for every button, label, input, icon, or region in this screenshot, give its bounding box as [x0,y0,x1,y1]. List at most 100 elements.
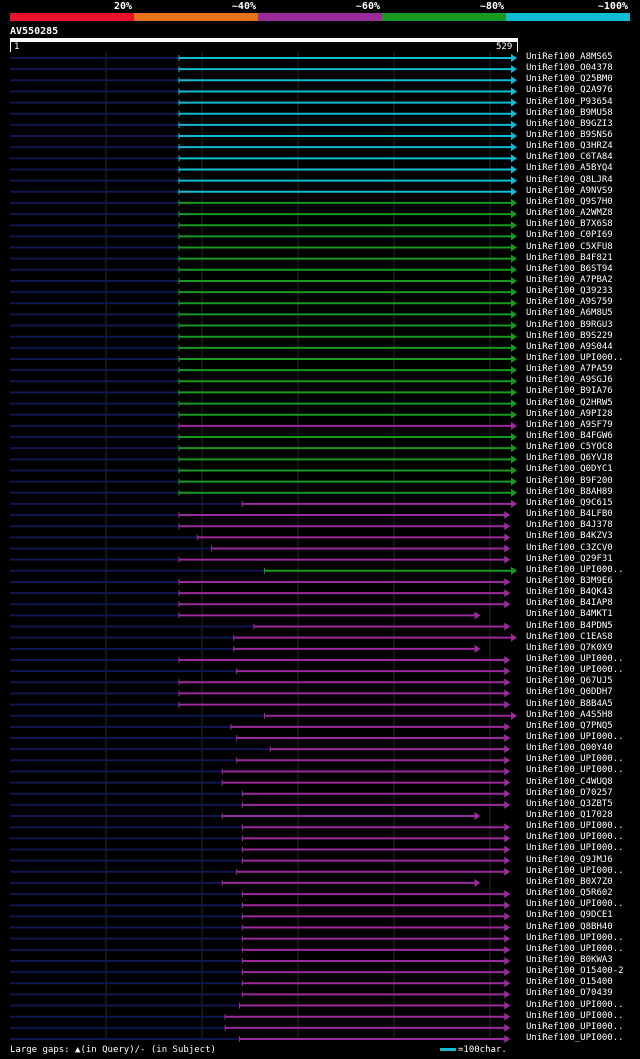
hit-label-12[interactable]: UniRef100_A9NVS9 [526,185,613,196]
hit-label-6[interactable]: UniRef100_B9GZI3 [526,118,613,129]
hit-label-29[interactable]: UniRef100_A9SGJ6 [526,375,613,386]
hit-label-35[interactable]: UniRef100_C5YOC8 [526,442,613,453]
large-gaps-legend: Large gaps: ▲(in Query)/- (in Subject) [10,1045,216,1055]
hit-label-81[interactable]: UniRef100_B0KWA3 [526,954,613,965]
hit-label-4[interactable]: UniRef100_P93654 [526,96,613,107]
hit-label-50[interactable]: UniRef100_B4MKT1 [526,609,613,620]
query-ruler [10,38,518,42]
hit-label-2[interactable]: UniRef100_Q25BM0 [526,74,613,85]
hit-label-15[interactable]: UniRef100_B7X6S8 [526,219,613,230]
hit-label-32[interactable]: UniRef100_A9PI28 [526,408,613,419]
hit-label-85[interactable]: UniRef100_UPI000.. [526,999,624,1010]
hit-label-70[interactable]: UniRef100_UPI000.. [526,832,624,843]
hit-label-3[interactable]: UniRef100_Q2A976 [526,85,613,96]
hit-label-11[interactable]: UniRef100_Q8LJR4 [526,174,613,185]
hit-label-62[interactable]: UniRef100_Q00Y40 [526,743,613,754]
hit-label-42[interactable]: UniRef100_B4J378 [526,520,613,531]
hit-label-66[interactable]: UniRef100_O70257 [526,787,613,798]
hit-label-40[interactable]: UniRef100_Q9C615 [526,497,613,508]
hit-label-54[interactable]: UniRef100_UPI000.. [526,653,624,664]
hit-label-30[interactable]: UniRef100_B9IA76 [526,386,613,397]
hit-label-52[interactable]: UniRef100_C1EAS8 [526,631,613,642]
hit-label-79[interactable]: UniRef100_UPI000.. [526,932,624,943]
hit-label-56[interactable]: UniRef100_Q67UJ5 [526,676,613,687]
hit-label-71[interactable]: UniRef100_UPI000.. [526,843,624,854]
hit-label-76[interactable]: UniRef100_UPI000.. [526,899,624,910]
hit-arrow-74 [474,878,481,887]
hit-label-58[interactable]: UniRef100_B8B4A5 [526,698,613,709]
hit-arrow-11 [511,176,517,185]
hit-label-72[interactable]: UniRef100_Q9JMJ6 [526,854,613,865]
hit-label-7[interactable]: UniRef100_B9SNS6 [526,130,613,141]
hit-label-48[interactable]: UniRef100_B4QK43 [526,587,613,598]
hit-label-38[interactable]: UniRef100_B9F200 [526,475,613,486]
hit-label-44[interactable]: UniRef100_C3ZCV0 [526,542,613,553]
hit-label-57[interactable]: UniRef100_Q0DDH7 [526,687,613,698]
hit-label-88[interactable]: UniRef100_UPI000.. [526,1033,624,1043]
hit-label-41[interactable]: UniRef100_B4LFB0 [526,509,613,520]
hit-label-36[interactable]: UniRef100_Q6YVJ8 [526,453,613,464]
hit-label-16[interactable]: UniRef100_C0PI69 [526,230,613,241]
hit-arrow-23 [511,310,517,319]
hit-label-17[interactable]: UniRef100_C5XFU8 [526,241,613,252]
hit-label-69[interactable]: UniRef100_UPI000.. [526,821,624,832]
hit-arrow-80 [504,945,511,954]
hit-label-68[interactable]: UniRef100_Q17028 [526,810,613,821]
hit-label-1[interactable]: UniRef100_O04378 [526,63,613,74]
hit-label-51[interactable]: UniRef100_B4PDN5 [526,620,613,631]
hit-label-10[interactable]: UniRef100_A5BYQ4 [526,163,613,174]
hit-label-8[interactable]: UniRef100_Q3HRZ4 [526,141,613,152]
hit-label-60[interactable]: UniRef100_Q7PNQ5 [526,720,613,731]
hit-label-74[interactable]: UniRef100_B0X7Z0 [526,876,613,887]
hit-label-84[interactable]: UniRef100_O70439 [526,988,613,999]
hit-label-46[interactable]: UniRef100_UPI000.. [526,564,624,575]
hit-label-77[interactable]: UniRef100_Q9DCE1 [526,910,613,921]
hit-label-23[interactable]: UniRef100_A6M8U5 [526,308,613,319]
hit-label-37[interactable]: UniRef100_Q0DYC1 [526,464,613,475]
hit-label-53[interactable]: UniRef100_Q7K0X9 [526,642,613,653]
hit-label-9[interactable]: UniRef100_C6TA84 [526,152,613,163]
hit-label-82[interactable]: UniRef100_O15400-2 [526,966,624,977]
hit-label-39[interactable]: UniRef100_B8AH89 [526,486,613,497]
legend-bar-4 [506,13,630,21]
hit-label-14[interactable]: UniRef100_A2WMZ8 [526,208,613,219]
hit-label-73[interactable]: UniRef100_UPI000.. [526,865,624,876]
hit-label-21[interactable]: UniRef100_Q39233 [526,286,613,297]
hit-label-43[interactable]: UniRef100_B4KZV3 [526,531,613,542]
hit-label-49[interactable]: UniRef100_B4IAP8 [526,598,613,609]
hit-label-18[interactable]: UniRef100_B4F821 [526,252,613,263]
hit-label-45[interactable]: UniRef100_Q29F31 [526,553,613,564]
hit-label-19[interactable]: UniRef100_B6ST94 [526,263,613,274]
hit-label-22[interactable]: UniRef100_A9S759 [526,297,613,308]
hit-label-24[interactable]: UniRef100_B9RGU3 [526,319,613,330]
hit-label-63[interactable]: UniRef100_UPI000.. [526,754,624,765]
hit-label-67[interactable]: UniRef100_Q3ZBT5 [526,798,613,809]
hit-label-33[interactable]: UniRef100_A9SF79 [526,419,613,430]
hit-label-34[interactable]: UniRef100_B4FGW6 [526,431,613,442]
hit-label-75[interactable]: UniRef100_Q5R602 [526,888,613,899]
hit-label-13[interactable]: UniRef100_Q9S7H0 [526,196,613,207]
hit-label-0[interactable]: UniRef100_A8MS65 [526,52,613,62]
hit-label-47[interactable]: UniRef100_B3M9E6 [526,575,613,586]
hit-label-20[interactable]: UniRef100_A7PBA2 [526,274,613,285]
hit-label-55[interactable]: UniRef100_UPI000.. [526,665,624,676]
hit-label-31[interactable]: UniRef100_Q2HRW5 [526,397,613,408]
hit-arrow-21 [511,288,517,297]
hit-label-59[interactable]: UniRef100_A4S5H8 [526,709,613,720]
hit-label-65[interactable]: UniRef100_C4WUQ8 [526,776,613,787]
hit-arrow-15 [511,221,517,230]
hit-arrow-33 [511,421,517,430]
hit-label-86[interactable]: UniRef100_UPI000.. [526,1010,624,1021]
hit-label-27[interactable]: UniRef100_UPI000.. [526,352,624,363]
hit-label-25[interactable]: UniRef100_B9S229 [526,330,613,341]
hit-label-28[interactable]: UniRef100_A7PA59 [526,364,613,375]
hit-label-26[interactable]: UniRef100_A9S044 [526,341,613,352]
hit-label-78[interactable]: UniRef100_Q8BH40 [526,921,613,932]
hit-label-64[interactable]: UniRef100_UPI000.. [526,765,624,776]
legend-label-4: ~100% [597,1,628,12]
hit-label-83[interactable]: UniRef100_O15400 [526,977,613,988]
hit-label-80[interactable]: UniRef100_UPI000.. [526,943,624,954]
hit-label-5[interactable]: UniRef100_B9MU58 [526,107,613,118]
hit-label-87[interactable]: UniRef100_UPI000.. [526,1021,624,1032]
hit-label-61[interactable]: UniRef100_UPI000.. [526,732,624,742]
